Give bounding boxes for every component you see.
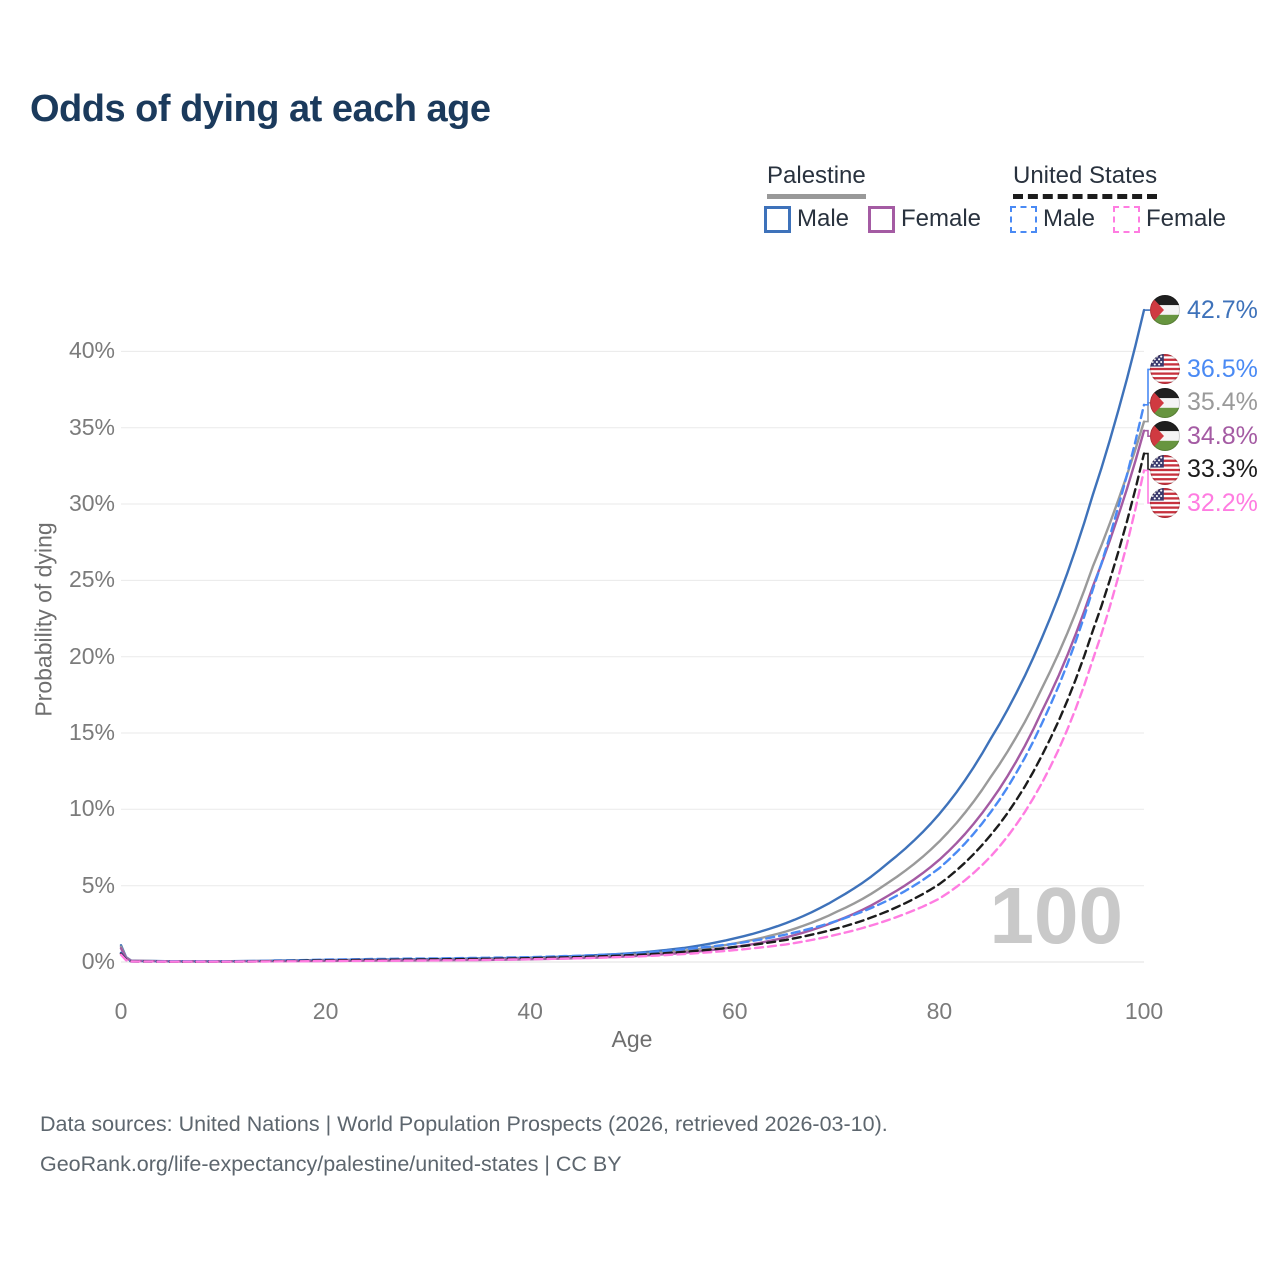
y-axis-title: Probability of dying xyxy=(30,522,57,717)
legend-label: Male xyxy=(1043,205,1096,232)
y-tick-5%: 5% xyxy=(81,871,115,898)
y-tick-10%: 10% xyxy=(68,795,115,822)
palestine-flag-icon xyxy=(1150,421,1180,452)
legend-label: Female xyxy=(1146,205,1227,232)
x-tick-80: 80 xyxy=(926,998,953,1024)
end-label-united-states-male: 36.5% xyxy=(1150,354,1258,385)
age-counter-watermark: 100 xyxy=(989,871,1123,960)
legend-swatch-united-states-female-icon xyxy=(1113,205,1140,233)
end-label-value: 36.5% xyxy=(1187,354,1258,383)
end-label-value: 42.7% xyxy=(1187,295,1258,324)
x-tick-40: 40 xyxy=(517,998,543,1024)
end-label-palestine-female: 34.8% xyxy=(1150,421,1258,452)
y-tick-15%: 15% xyxy=(68,719,115,745)
end-label-connector-united-states xyxy=(1144,452,1152,471)
us-flag-icon xyxy=(1150,454,1180,485)
legend-swatch-united-states-male-icon xyxy=(1010,205,1037,233)
end-label-united-states: 33.3% xyxy=(1150,454,1258,485)
x-axis-title: Age xyxy=(611,1026,653,1052)
footer: Data sources: United Nations | World Pop… xyxy=(40,1104,888,1184)
series-line-palestine-male xyxy=(119,308,1146,963)
y-tick-40%: 40% xyxy=(68,337,115,364)
legend-label: Female xyxy=(901,205,982,232)
y-tick-30%: 30% xyxy=(68,490,115,517)
x-tick-60: 60 xyxy=(722,998,748,1024)
end-label-value: 33.3% xyxy=(1187,455,1258,484)
legend-group-united-states: United States xyxy=(1013,162,1158,199)
end-label-connector-united-states-female xyxy=(1144,469,1152,504)
y-tick-25%: 25% xyxy=(68,566,115,593)
x-tick-0: 0 xyxy=(114,998,128,1024)
x-tick-100: 100 xyxy=(1124,998,1164,1024)
footer-attribution: GeoRank.org/life-expectancy/palestine/un… xyxy=(40,1152,622,1176)
end-label-united-states-female: 32.2% xyxy=(1150,488,1258,519)
legend-swatch-palestine-male-icon xyxy=(764,205,791,233)
end-label-palestine-male: 42.7% xyxy=(1150,295,1258,326)
legend-item-united-states-male[interactable]: Male xyxy=(1010,205,1095,233)
end-label-palestine: 35.4% xyxy=(1150,387,1258,418)
end-label-value: 35.4% xyxy=(1187,388,1258,417)
x-tick-20: 20 xyxy=(312,998,339,1024)
end-label-connector-palestine xyxy=(1144,402,1152,423)
y-tick-0%: 0% xyxy=(81,948,115,974)
series-line-united-states-female xyxy=(119,469,1146,963)
legend-item-palestine-female[interactable]: Female xyxy=(868,205,981,233)
end-label-value: 34.8% xyxy=(1187,421,1258,450)
palestine-flag-icon xyxy=(1150,295,1180,326)
page-title: Odds of dying at each age xyxy=(30,88,491,130)
legend-item-united-states-female[interactable]: Female xyxy=(1113,205,1226,233)
end-label-connector-united-states-male xyxy=(1144,368,1152,406)
y-tick-20%: 20% xyxy=(68,642,115,669)
footer-sources: Data sources: United Nations | World Pop… xyxy=(40,1112,888,1136)
legend-item-palestine-male[interactable]: Male xyxy=(764,205,849,233)
y-tick-35%: 35% xyxy=(68,413,115,440)
end-label-connector-palestine-female xyxy=(1144,429,1152,437)
legend-group-palestine: Palestine xyxy=(767,162,866,199)
us-flag-icon xyxy=(1150,354,1180,385)
us-flag-icon xyxy=(1150,488,1180,519)
end-label-value: 32.2% xyxy=(1187,488,1258,517)
legend-swatch-palestine-female-icon xyxy=(868,205,895,233)
legend-label: Male xyxy=(797,205,850,232)
palestine-flag-icon xyxy=(1150,387,1180,418)
